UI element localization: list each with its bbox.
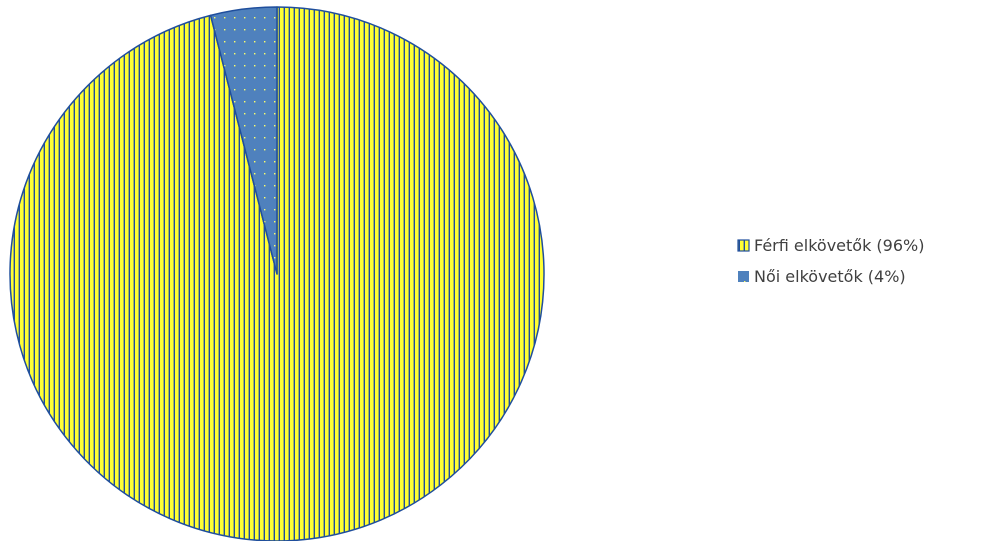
- pie-slices: [9, 6, 545, 541]
- legend-swatch-1: [737, 239, 750, 252]
- legend-label-2: Női elkövetők (4%): [754, 267, 906, 286]
- legend-swatch-2: [738, 271, 749, 282]
- legend-label-1: Férfi elkövetők (96%): [754, 236, 924, 255]
- pie-slice-2: [209, 6, 278, 275]
- legend: Férfi elkövetők (96%) Női elkövetők (4%): [737, 236, 924, 286]
